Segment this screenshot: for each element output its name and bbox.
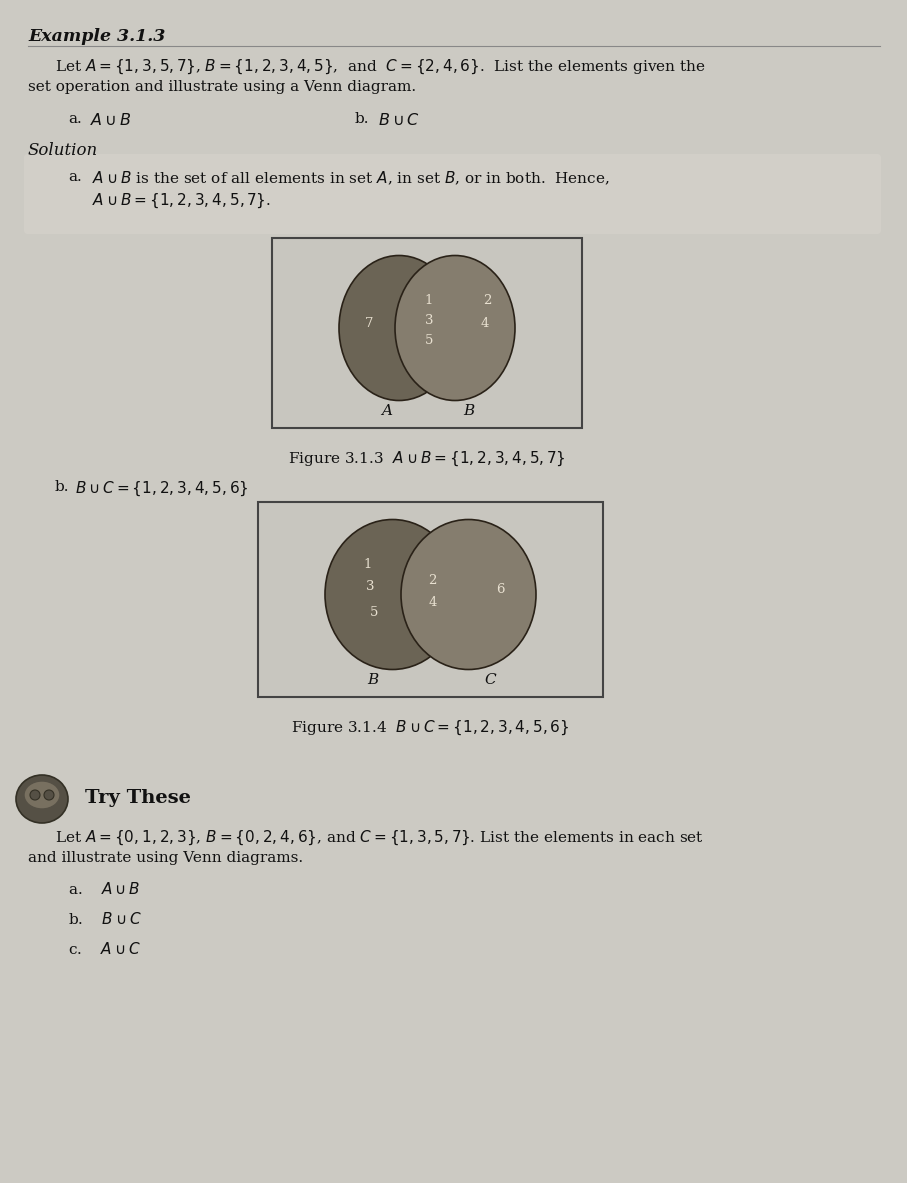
Text: 1: 1 [364,558,372,571]
Text: a.: a. [68,170,82,185]
Ellipse shape [24,781,60,809]
Text: 5: 5 [370,606,379,619]
Text: 2: 2 [483,293,492,306]
Text: c.    $A\cup C$: c. $A\cup C$ [68,940,141,957]
Text: Figure 3.1.4  $B\cup C=\{1,2,3,4,5,6\}$: Figure 3.1.4 $B\cup C=\{1,2,3,4,5,6\}$ [291,719,570,737]
Text: b.    $B\cup C$: b. $B\cup C$ [68,911,142,927]
Text: Try These: Try These [85,789,190,807]
Text: $A\cup B$ is the set of all elements in set $A$, in set $B$, or in both.  Hence,: $A\cup B$ is the set of all elements in … [92,170,610,187]
Text: $B\cup C$: $B\cup C$ [378,112,420,129]
Text: Solution: Solution [28,142,98,159]
Text: Let $A=\{0,1,2,3\}$, $B=\{0,2,4,6\}$, and $C=\{1,3,5,7\}$. List the elements in : Let $A=\{0,1,2,3\}$, $B=\{0,2,4,6\}$, an… [55,829,704,847]
Circle shape [44,790,54,800]
Text: 1: 1 [424,293,434,306]
Bar [258,502,603,697]
Text: B: B [366,673,378,687]
Text: A: A [382,405,393,418]
Text: b.: b. [355,112,369,127]
Text: 3: 3 [424,313,434,327]
FancyBboxPatch shape [24,154,881,234]
Ellipse shape [339,256,459,401]
Text: and illustrate using Venn diagrams.: and illustrate using Venn diagrams. [28,851,303,865]
Text: $A\cup B$: $A\cup B$ [90,112,132,129]
Text: C: C [484,673,496,687]
Text: b.: b. [55,480,70,494]
Text: a.: a. [68,112,82,127]
Text: 7: 7 [365,317,374,330]
Text: 3: 3 [366,580,375,593]
Ellipse shape [325,519,460,670]
Text: 6: 6 [496,583,505,596]
Text: 5: 5 [424,334,434,347]
Text: $A\cup B=\{1,2,3,4,5,7\}$.: $A\cup B=\{1,2,3,4,5,7\}$. [92,192,271,211]
Text: B: B [463,405,474,418]
Text: Figure 3.1.3  $A\cup B=\{1,2,3,4,5,7\}$: Figure 3.1.3 $A\cup B=\{1,2,3,4,5,7\}$ [288,450,566,468]
Ellipse shape [401,519,536,670]
Text: 4: 4 [481,317,489,330]
Ellipse shape [16,775,68,823]
Text: 4: 4 [428,596,436,609]
Circle shape [30,790,40,800]
Bar [272,238,582,428]
Ellipse shape [395,256,515,401]
Text: $B\cup C=\{1,2,3,4,5,6\}$: $B\cup C=\{1,2,3,4,5,6\}$ [75,480,249,498]
Text: set operation and illustrate using a Venn diagram.: set operation and illustrate using a Ven… [28,80,416,93]
Text: a.    $A\cup B$: a. $A\cup B$ [68,881,141,897]
Ellipse shape [31,812,43,819]
Text: Let $A=\{1,3,5,7\}$, $B=\{1,2,3,4,5\}$,  and  $C=\{2,4,6\}$.  List the elements : Let $A=\{1,3,5,7\}$, $B=\{1,2,3,4,5\}$, … [55,58,706,77]
Text: 2: 2 [428,574,436,587]
Text: Example 3.1.3: Example 3.1.3 [28,28,165,45]
